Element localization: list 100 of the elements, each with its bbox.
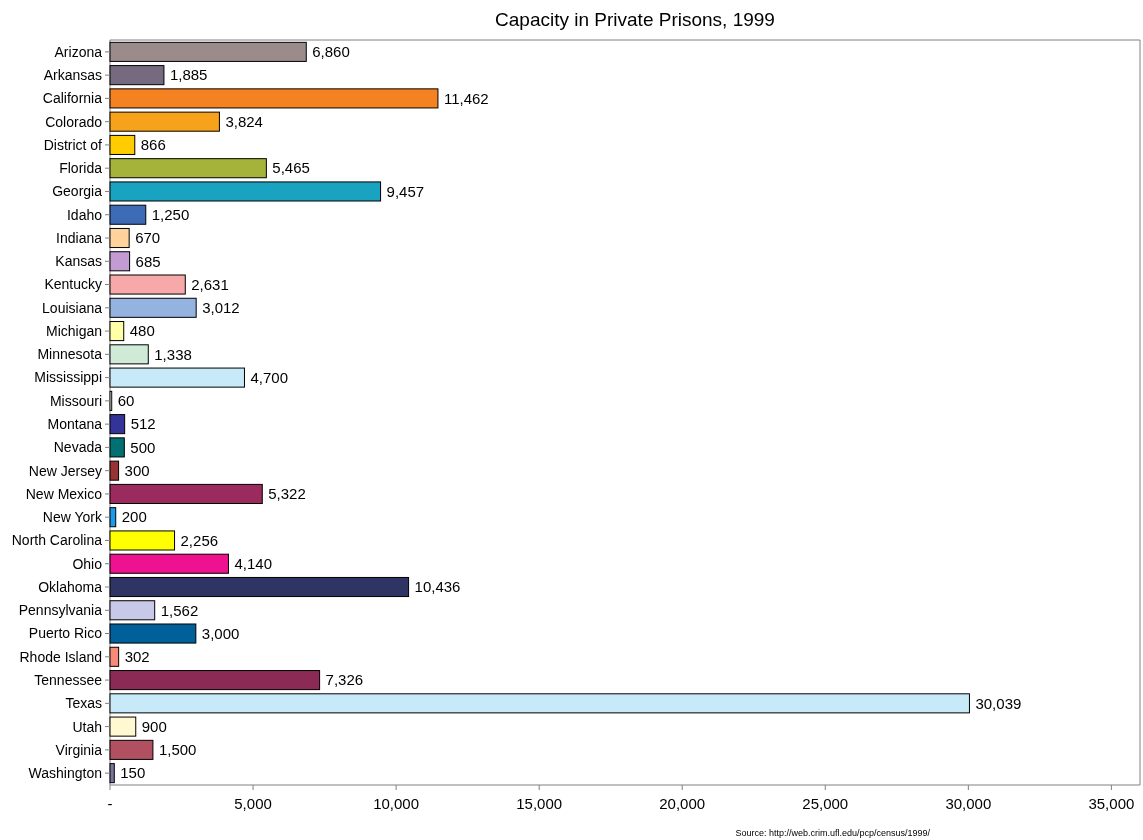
y-tick-label: Washington bbox=[28, 765, 102, 782]
y-tick-label: Kentucky bbox=[44, 276, 102, 293]
bar bbox=[109, 251, 131, 272]
bar bbox=[109, 739, 154, 760]
y-tick-label: Louisiana bbox=[42, 299, 103, 316]
y-tick-label: Rhode Island bbox=[19, 648, 102, 665]
data-label: 1,338 bbox=[154, 345, 192, 363]
data-label: 10,436 bbox=[414, 578, 461, 596]
x-tick-label: 20,000 bbox=[659, 795, 706, 812]
y-tick-label: Idaho bbox=[66, 206, 103, 223]
bar bbox=[109, 181, 382, 202]
data-label: 4,140 bbox=[234, 554, 272, 572]
y-tick-label: Utah bbox=[72, 718, 102, 735]
bar bbox=[109, 763, 115, 784]
y-tick-label: Indiana bbox=[56, 229, 103, 246]
bar bbox=[109, 65, 165, 86]
y-tick-label: Ohio bbox=[72, 555, 103, 572]
y-tick-label: District of bbox=[43, 136, 103, 153]
source-note: Source: http://web.crim.ufl.edu/pcp/census/1999/ bbox=[735, 828, 931, 838]
y-tick-label: Montana bbox=[47, 416, 103, 433]
data-label: 30,039 bbox=[975, 694, 1022, 712]
data-label: 2,631 bbox=[191, 275, 229, 293]
data-label: 4,700 bbox=[250, 368, 289, 386]
bar bbox=[109, 227, 130, 249]
data-label: 1,885 bbox=[169, 66, 208, 84]
data-label: 670 bbox=[135, 229, 161, 247]
x-tick-label: 15,000 bbox=[516, 795, 563, 812]
y-tick-label: Missouri bbox=[49, 392, 102, 409]
data-label: 685 bbox=[135, 252, 161, 270]
data-label: 5,322 bbox=[268, 485, 306, 503]
y-tick-label: North Carolina bbox=[11, 532, 103, 549]
data-label: 302 bbox=[124, 648, 150, 666]
bar bbox=[109, 460, 120, 481]
x-tick-label: 30,000 bbox=[945, 795, 992, 812]
y-tick-label: Colorado bbox=[45, 113, 103, 130]
bar bbox=[109, 483, 263, 504]
bar bbox=[109, 530, 176, 551]
y-tick-label: Oklahoma bbox=[38, 578, 103, 595]
y-tick-label: Minnesota bbox=[37, 346, 103, 363]
chart-title: Capacity in Private Prisons, 1999 bbox=[495, 9, 775, 30]
bar bbox=[109, 623, 197, 644]
data-label: 5,465 bbox=[272, 159, 310, 177]
bar bbox=[109, 576, 410, 598]
data-label: 7,326 bbox=[325, 671, 364, 689]
y-tick-label: Mississippi bbox=[34, 369, 102, 386]
y-tick-label: Kansas bbox=[55, 253, 102, 270]
bar bbox=[109, 274, 186, 295]
bar bbox=[109, 204, 147, 225]
data-label: 60 bbox=[117, 392, 135, 410]
y-tick-label: Texas bbox=[65, 695, 102, 712]
bar bbox=[109, 134, 136, 155]
x-tick-label: 35,000 bbox=[1088, 795, 1135, 812]
data-label: 3,012 bbox=[202, 299, 240, 317]
bar bbox=[109, 716, 137, 737]
bar bbox=[109, 88, 439, 109]
x-tick-label: 5,000 bbox=[234, 795, 272, 812]
y-tick-label: Virginia bbox=[55, 741, 103, 758]
y-tick-label: Michigan bbox=[45, 322, 102, 339]
data-label: 11,462 bbox=[443, 89, 489, 107]
bar bbox=[109, 158, 267, 179]
data-label: 512 bbox=[130, 415, 156, 433]
data-label: 866 bbox=[140, 136, 166, 154]
x-tick-label: 25,000 bbox=[802, 795, 849, 812]
data-label: 6,860 bbox=[312, 43, 350, 61]
bar bbox=[109, 553, 229, 574]
y-tick-label: California bbox=[42, 90, 103, 107]
bar bbox=[109, 600, 156, 621]
data-label: 1,250 bbox=[151, 205, 190, 223]
data-label: 150 bbox=[120, 764, 146, 782]
data-label: 500 bbox=[130, 438, 156, 456]
bar bbox=[109, 321, 125, 342]
data-label: 3,824 bbox=[225, 112, 263, 130]
y-tick-label: Florida bbox=[59, 160, 103, 177]
data-label: 200 bbox=[121, 508, 147, 526]
y-tick-label: Georgia bbox=[52, 183, 103, 200]
bar bbox=[109, 670, 321, 691]
bar bbox=[109, 41, 307, 62]
y-tick-label: Nevada bbox=[53, 439, 103, 456]
bar bbox=[109, 507, 117, 528]
y-tick-label: Tennessee bbox=[34, 671, 103, 688]
data-label: 900 bbox=[141, 717, 167, 735]
data-label: 2,256 bbox=[180, 531, 219, 549]
data-label: 9,457 bbox=[386, 182, 425, 200]
data-label: 480 bbox=[129, 322, 155, 340]
y-tick-label: Puerto Rico bbox=[28, 625, 103, 642]
bar bbox=[109, 693, 970, 714]
bar bbox=[109, 367, 245, 388]
y-tick-label: Arkansas bbox=[43, 67, 102, 84]
bar bbox=[109, 437, 125, 458]
bar bbox=[109, 344, 149, 365]
y-tick-label: Arizona bbox=[54, 43, 103, 60]
bar bbox=[109, 646, 120, 667]
x-tick-label: - bbox=[107, 795, 113, 812]
y-tick-label: New York bbox=[42, 509, 103, 526]
bar bbox=[109, 414, 126, 435]
y-tick-label: New Mexico bbox=[25, 485, 103, 502]
bar bbox=[109, 297, 197, 318]
data-label: 1,500 bbox=[158, 741, 197, 759]
y-tick-label: New Jersey bbox=[28, 462, 102, 479]
y-tick-label: Pennsylvania bbox=[18, 602, 103, 619]
